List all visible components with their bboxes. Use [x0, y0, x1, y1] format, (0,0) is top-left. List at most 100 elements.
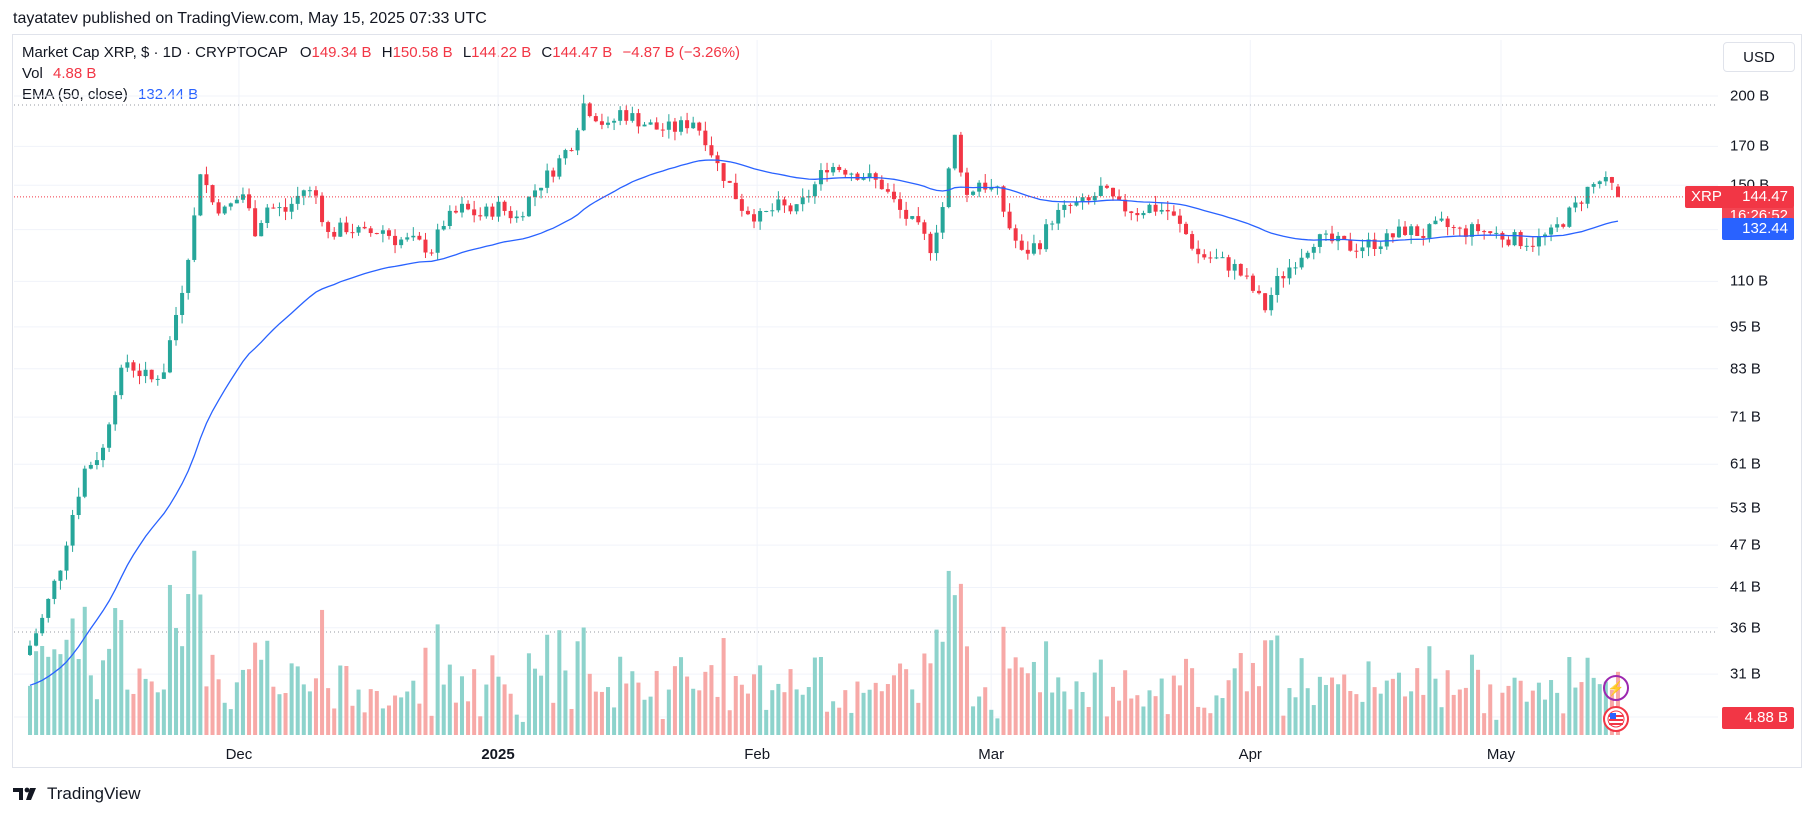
volume-bar	[1579, 682, 1584, 735]
candle-body	[320, 195, 325, 223]
x-tick-label: May	[1486, 746, 1516, 763]
volume-bar	[368, 689, 373, 735]
volume-bar	[776, 683, 781, 735]
candle-body	[107, 424, 112, 448]
volume-bar	[417, 703, 422, 735]
volume-bar	[441, 684, 446, 735]
legend-o-label: O	[299, 44, 312, 61]
volume-bar	[721, 638, 726, 735]
candle-body	[752, 214, 757, 222]
volume-bar	[1257, 686, 1262, 735]
volume-bar	[879, 691, 884, 735]
candle-body	[143, 369, 148, 377]
volume-bar	[289, 663, 294, 735]
volume-bar	[1433, 678, 1438, 735]
legend-h-value: 150.58 B	[392, 44, 453, 61]
candle-body	[642, 124, 647, 127]
volume-bar	[727, 710, 732, 735]
volume-bar	[593, 691, 598, 735]
volume-bar	[34, 651, 39, 735]
y-tick-label: 71 B	[1730, 408, 1761, 426]
candle-body	[1463, 228, 1468, 237]
candle-body	[1250, 275, 1255, 291]
candle-body	[1524, 245, 1529, 247]
candle-body	[204, 174, 209, 186]
candle-body	[1567, 207, 1572, 227]
candle-body	[1591, 184, 1596, 187]
volume-bar	[180, 646, 185, 735]
candle-body	[800, 197, 805, 205]
candle-body	[1287, 267, 1292, 279]
legend-ema-value: 132.44 B	[138, 86, 199, 103]
volume-bar	[636, 682, 641, 735]
volume-bar	[1281, 715, 1286, 735]
volume-bar	[1336, 684, 1341, 735]
candle-body	[782, 199, 787, 206]
candle-body	[910, 216, 915, 219]
volume-bar	[1366, 661, 1371, 735]
candle-body	[1086, 197, 1091, 201]
volume-bar	[240, 669, 245, 735]
tradingview-logo-icon	[13, 787, 36, 800]
candle-body	[709, 145, 714, 156]
volume-badge: 4.88 B	[1722, 707, 1794, 729]
volume-bar	[1098, 659, 1103, 735]
volume-bar	[113, 608, 118, 735]
volume-bar	[952, 595, 957, 735]
candle-body	[1147, 204, 1152, 213]
candle-body	[1415, 226, 1420, 236]
volume-bar	[174, 628, 179, 735]
candle-body	[788, 205, 793, 212]
volume-bar	[946, 570, 951, 735]
candle-body	[1037, 243, 1043, 250]
candle-body	[922, 222, 927, 234]
volume-bar	[453, 702, 458, 735]
candle-body	[1171, 211, 1176, 216]
candle-body	[946, 168, 951, 208]
currency-button[interactable]: USD	[1723, 42, 1795, 72]
volume-bar	[1311, 705, 1316, 735]
candle-body	[1311, 246, 1316, 253]
volume-bar	[764, 709, 769, 735]
volume-bar	[411, 680, 416, 735]
candle-body	[1080, 197, 1085, 202]
volume-bar	[1202, 707, 1207, 735]
volume-bar	[1323, 684, 1328, 735]
tradingview-brand[interactable]: TradingView	[13, 784, 141, 804]
volume-bar	[1044, 641, 1049, 735]
us-flag-icon[interactable]	[1603, 706, 1629, 732]
volume-bar	[1196, 706, 1201, 735]
candle-body	[472, 209, 477, 216]
volume-bar	[563, 670, 568, 735]
candle-body	[1403, 226, 1408, 235]
candle-body	[82, 468, 87, 497]
candle-body	[818, 170, 823, 185]
legend-h-label: H	[381, 44, 393, 61]
candle-body	[1104, 185, 1109, 188]
candle-body	[1013, 228, 1018, 241]
x-tick-label: Apr	[1238, 746, 1262, 763]
candle-body	[1579, 202, 1584, 204]
volume-bar	[1190, 668, 1195, 735]
volume-bar	[958, 583, 963, 735]
candle-body	[952, 134, 957, 169]
lightning-icon[interactable]: ⚡	[1603, 675, 1629, 701]
candle-body	[459, 203, 464, 213]
volume-bar	[1074, 681, 1079, 735]
volume-bar	[1317, 676, 1322, 735]
legend-volume: Vol 4.88 B	[22, 65, 96, 82]
volume-bar	[1463, 687, 1468, 735]
candle-body	[1348, 239, 1353, 251]
candle-body	[1372, 239, 1377, 249]
candle-body	[794, 204, 799, 212]
candle-body	[855, 173, 860, 180]
volume-bar	[1068, 709, 1073, 735]
candle-body	[1433, 220, 1438, 225]
candle-body	[1190, 234, 1195, 249]
candle-body	[1293, 267, 1298, 269]
candle-body	[441, 226, 446, 230]
candle-body	[1597, 181, 1602, 185]
candle-body	[1421, 235, 1426, 238]
x-tick-label: Mar	[978, 746, 1005, 763]
volume-bar	[1494, 719, 1499, 735]
